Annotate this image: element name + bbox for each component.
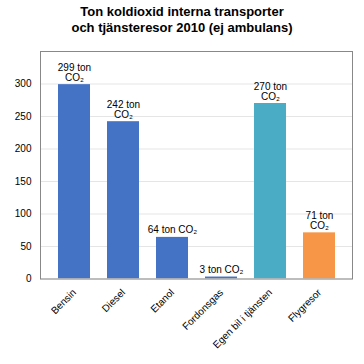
svg-text:100: 100 — [15, 208, 32, 219]
svg-text:Egen bil i tjänsten: Egen bil i tjänsten — [211, 286, 275, 350]
svg-text:250: 250 — [15, 110, 32, 121]
svg-text:3 ton CO₂: 3 ton CO₂ — [200, 264, 244, 275]
svg-text:Flygresor: Flygresor — [286, 286, 324, 324]
svg-text:300: 300 — [15, 78, 32, 89]
html-text:Ton koldioxid interna transpor: Ton koldioxid interna transporter och tj… — [71, 4, 293, 36]
svg-text:200: 200 — [15, 143, 32, 154]
svg-text:242 tonCO₂: 242 tonCO₂ — [107, 98, 140, 119]
svg-text:Diesel: Diesel — [100, 286, 127, 313]
svg-text:270 tonCO₂: 270 tonCO₂ — [254, 80, 287, 101]
svg-text:Etanol: Etanol — [148, 286, 176, 314]
svg-text:64 ton CO₂: 64 ton CO₂ — [148, 224, 198, 235]
svg-text:150: 150 — [15, 175, 32, 186]
svg-text:50: 50 — [20, 240, 32, 251]
svg-text:0: 0 — [26, 273, 32, 284]
svg-text:Fordonsgas: Fordonsgas — [180, 286, 225, 331]
svg-text:71 tonCO₂: 71 tonCO₂ — [306, 209, 334, 230]
svg-text:Bensin: Bensin — [49, 286, 78, 315]
svg-text:299 tonCO₂: 299 tonCO₂ — [58, 61, 91, 82]
